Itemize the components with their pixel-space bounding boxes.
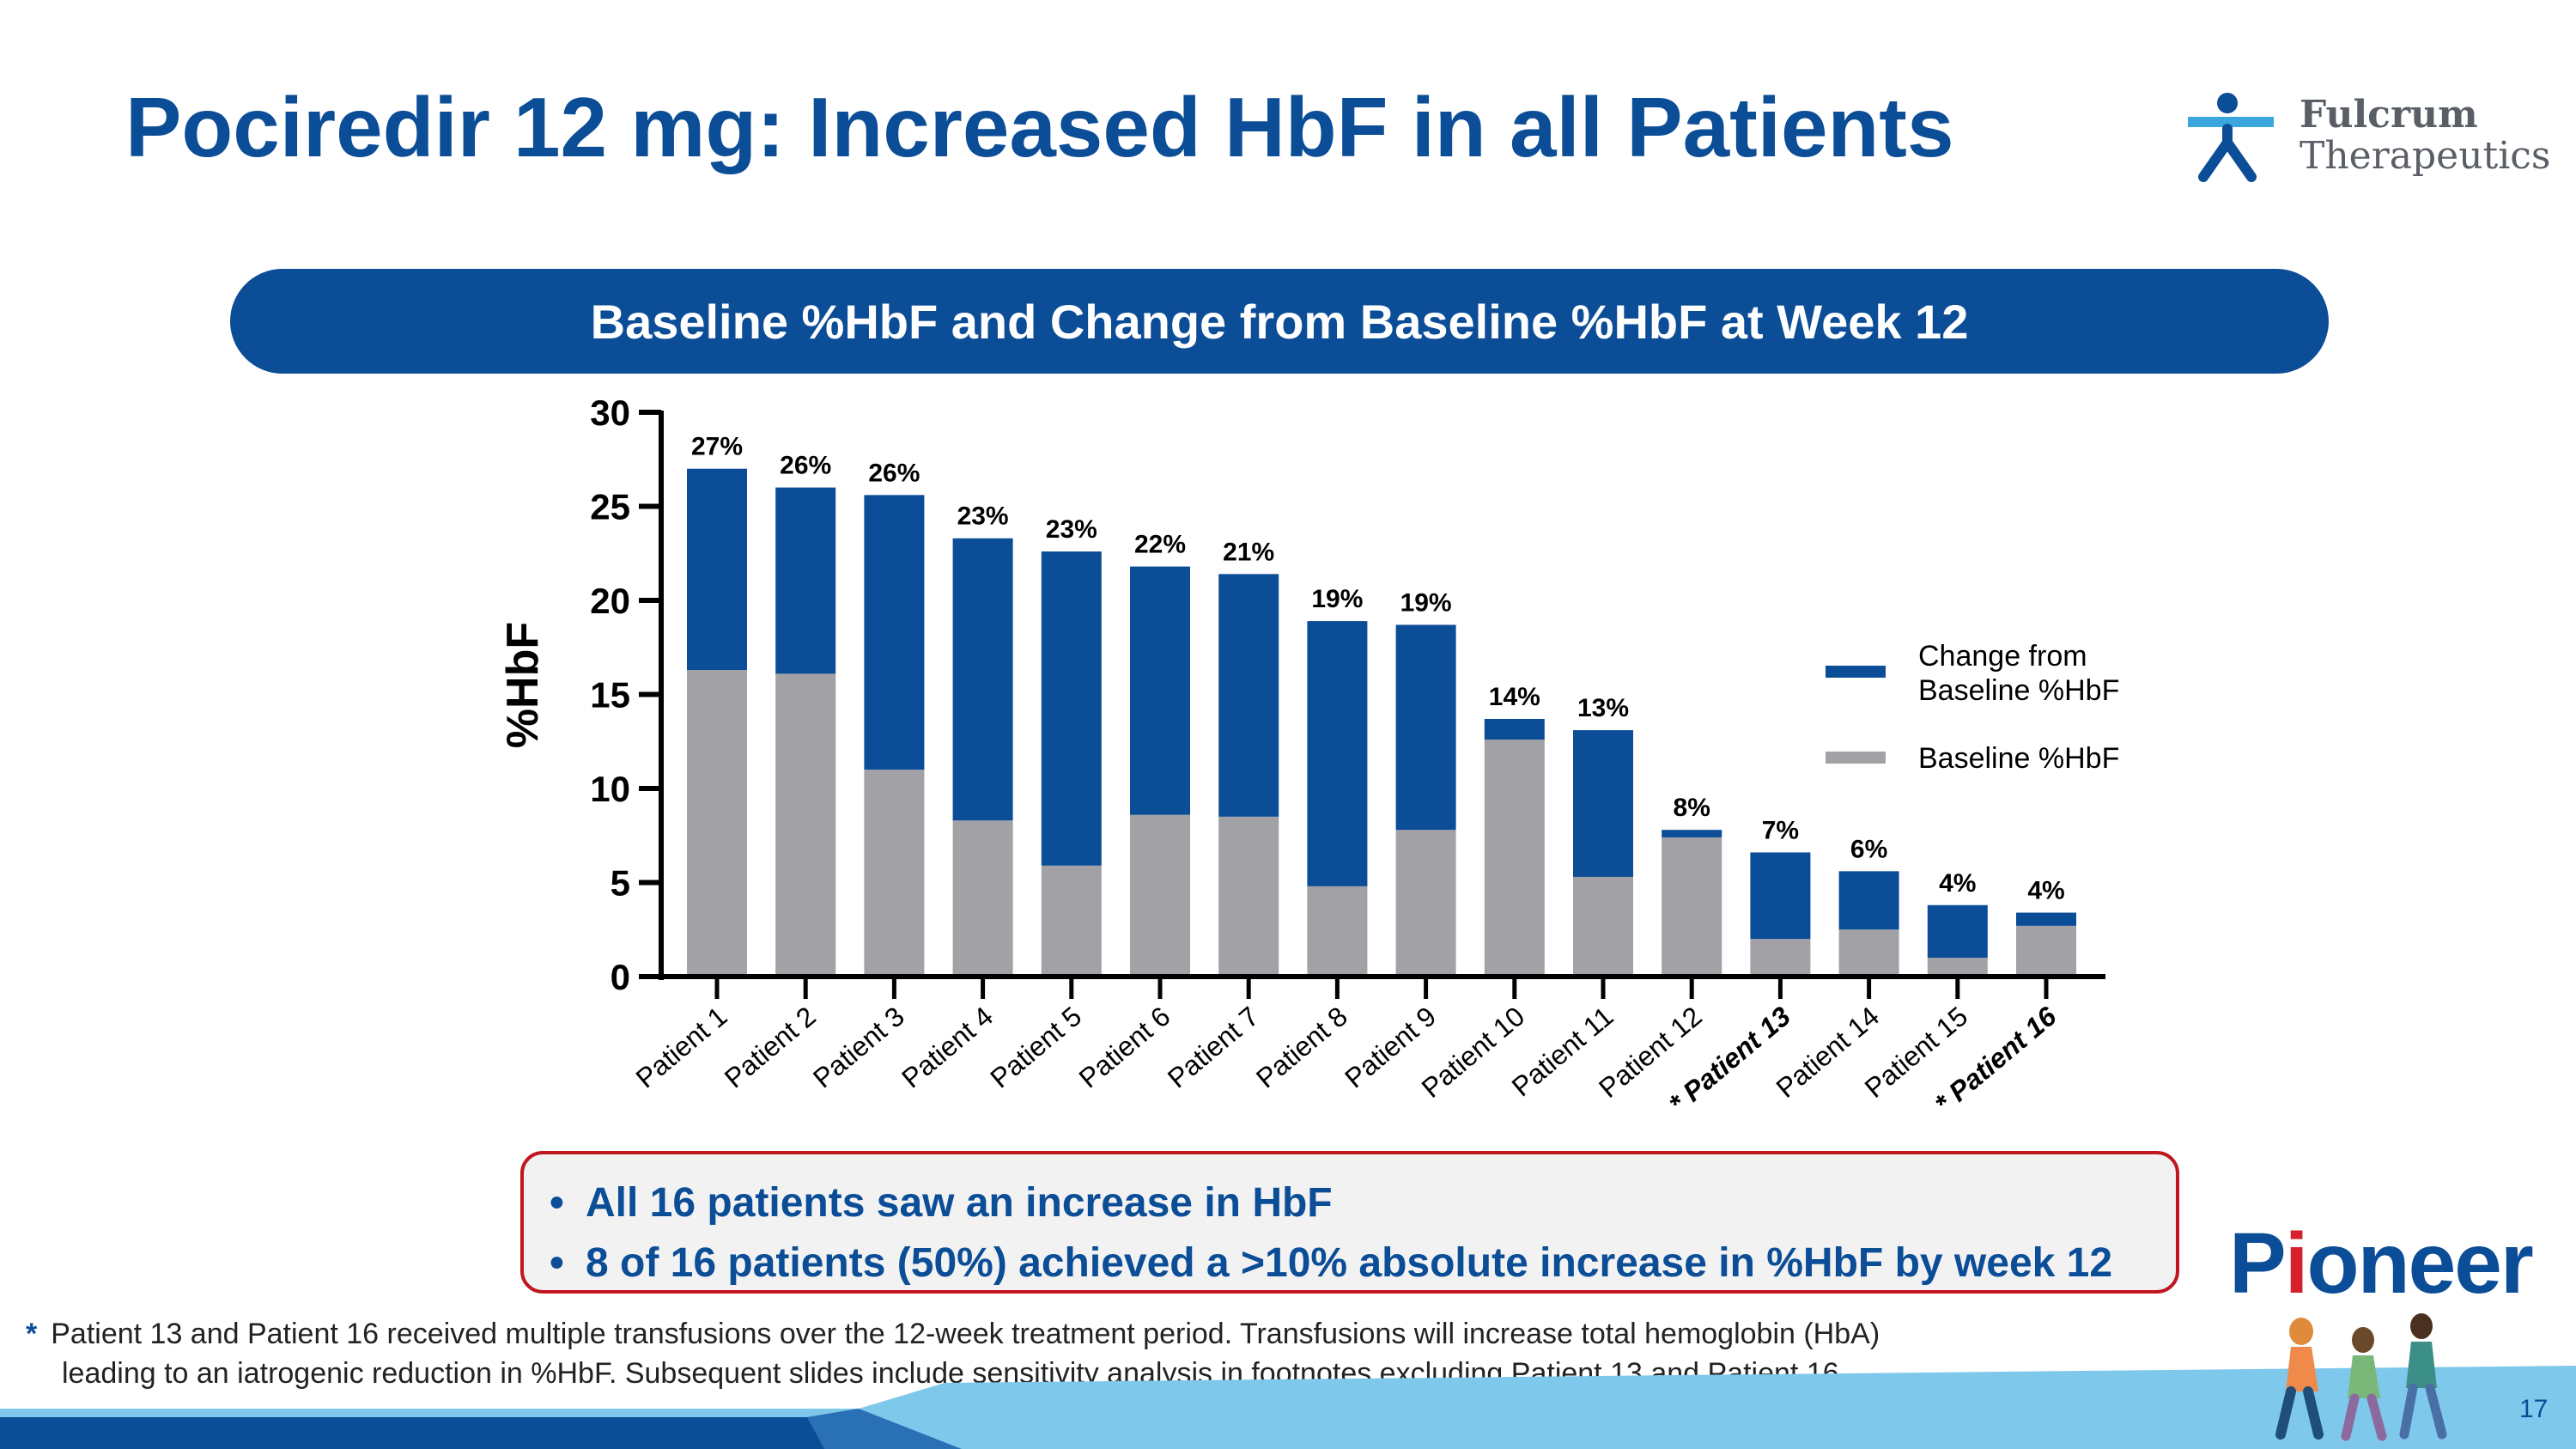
- logo-line1: Fulcrum: [2300, 93, 2478, 137]
- bar-baseline: [1395, 830, 1456, 977]
- bar-total-label: 4%: [1939, 869, 1976, 898]
- fulcrum-logo-icon: [2188, 93, 2274, 182]
- bar-baseline: [1484, 740, 1545, 977]
- bar-total-label: 4%: [2027, 877, 2064, 905]
- bar-baseline: [952, 820, 1013, 977]
- y-axis-label: %HbF: [498, 622, 548, 748]
- bar-total-label: 6%: [1850, 835, 1887, 863]
- x-tick-label: Patient 6: [1073, 1001, 1176, 1094]
- x-tick-label: Patient 7: [1162, 1001, 1265, 1094]
- finding-text-2: 8 of 16 patients (50%) achieved a >10% a…: [586, 1240, 2113, 1286]
- bar-baseline: [1130, 814, 1190, 977]
- key-findings-box: • All 16 patients saw an increase in HbF …: [520, 1151, 2179, 1294]
- bar-change: [1130, 566, 1190, 815]
- legend-label-change-line1: Change from: [1918, 640, 2087, 673]
- walking-people-illustration-icon: [2275, 1313, 2447, 1441]
- legend-swatch-change: [1826, 666, 1886, 678]
- bar-total-label: 8%: [1674, 794, 1710, 822]
- bullet: •: [550, 1240, 564, 1286]
- slide-title: Pociredir 12 mg: Increased HbF in all Pa…: [125, 80, 1954, 174]
- footnote: * Patient 13 and Patient 16 received mult…: [26, 1314, 1880, 1393]
- bar-change: [1484, 718, 1545, 740]
- bar-baseline: [775, 673, 836, 977]
- bar-baseline: [1927, 958, 1988, 977]
- legend-label-baseline: Baseline %HbF: [1918, 742, 2119, 775]
- chart-banner: Baseline %HbF and Change from Baseline %…: [230, 269, 2329, 374]
- bar-total-label: 7%: [1762, 816, 1799, 844]
- bar-change: [1927, 904, 1988, 959]
- bar-change: [1307, 621, 1368, 886]
- bar-change: [1838, 871, 1899, 930]
- bar-total-label: 26%: [868, 459, 920, 487]
- legend-swatch-baseline: [1826, 752, 1886, 764]
- bar-total-label: 19%: [1311, 585, 1363, 613]
- bar-total-label: 27%: [691, 433, 743, 461]
- bottom-wave-decoration: [0, 1366, 2576, 1449]
- finding-item: • All 16 patients saw an increase in HbF: [550, 1173, 2176, 1233]
- bar-change: [1218, 574, 1279, 817]
- x-tick-label: Patient 2: [719, 1001, 822, 1094]
- bar-total-label: 21%: [1223, 538, 1274, 566]
- x-tick-label: Patient 4: [896, 1001, 999, 1094]
- finding-item: • 8 of 16 patients (50%) achieved a >10% …: [550, 1233, 2176, 1294]
- bar-total-label: 19%: [1400, 588, 1452, 617]
- bar-baseline: [2016, 925, 2076, 977]
- bar-baseline: [864, 770, 925, 977]
- x-tick-label: Patient 1: [630, 1001, 733, 1094]
- legend-label-change-line2: Baseline %HbF: [1918, 674, 2119, 707]
- bar-change: [1395, 624, 1456, 831]
- bar-change: [687, 468, 747, 671]
- bar-change: [864, 495, 925, 770]
- bar-change: [2016, 912, 2076, 926]
- x-tick-label: Patient 3: [807, 1001, 910, 1094]
- finding-text-1: All 16 patients saw an increase in HbF: [586, 1180, 1333, 1226]
- hbf-stacked-bar-chart: 0 5 10 15 20 25 30 %HbF 27% Patient 1 26% Patient 2…: [498, 393, 2119, 1119]
- bar-total-label: 26%: [780, 452, 831, 480]
- bar-total-label: 23%: [1046, 515, 1097, 544]
- bar-change: [1750, 852, 1811, 940]
- bar-total-label: 22%: [1134, 531, 1186, 559]
- bar-change: [1662, 830, 1722, 837]
- pioneer-rest: oneer: [2306, 1215, 2534, 1312]
- footnote-line1: Patient 13 and Patient 16 received multi…: [51, 1318, 1880, 1350]
- x-tick-label: Patient 8: [1250, 1001, 1353, 1094]
- bar-change: [952, 538, 1013, 821]
- bar-baseline: [1041, 865, 1102, 977]
- asterisk-icon: *: [26, 1318, 38, 1350]
- bar-total-label: 14%: [1489, 683, 1540, 711]
- bar-baseline: [1307, 886, 1368, 977]
- bar-baseline: [1838, 929, 1899, 977]
- bar-baseline: [1750, 939, 1811, 977]
- pioneer-accent: i: [2284, 1215, 2309, 1312]
- bar-change: [1573, 730, 1633, 877]
- page-number: 17: [2519, 1395, 2549, 1423]
- y-tick-label: 0: [611, 957, 630, 997]
- bar-baseline: [1218, 816, 1279, 977]
- fulcrum-logo-text: Fulcrum Therapeutics: [2300, 94, 2551, 178]
- bar-total-label: 13%: [1577, 694, 1629, 722]
- bar-change: [1041, 551, 1102, 866]
- y-tick-label: 20: [590, 581, 630, 621]
- y-tick-label: 5: [611, 863, 630, 904]
- bar-baseline: [1662, 837, 1722, 977]
- bar-total-label: 23%: [957, 502, 1009, 531]
- bullet: •: [550, 1180, 564, 1226]
- bar-baseline: [687, 670, 747, 977]
- bar-baseline: [1573, 876, 1633, 977]
- x-tick-label: Patient 5: [984, 1001, 1087, 1094]
- bar-change: [775, 487, 836, 674]
- y-tick-label: 25: [590, 487, 630, 527]
- y-tick-label: 30: [590, 393, 630, 433]
- y-tick-label: 15: [590, 675, 630, 715]
- pioneer-logo: Pioneer: [2229, 1215, 2534, 1313]
- y-tick-label: 10: [590, 769, 630, 809]
- logo-line2: Therapeutics: [2300, 134, 2551, 179]
- pioneer-prefix: P: [2229, 1215, 2287, 1312]
